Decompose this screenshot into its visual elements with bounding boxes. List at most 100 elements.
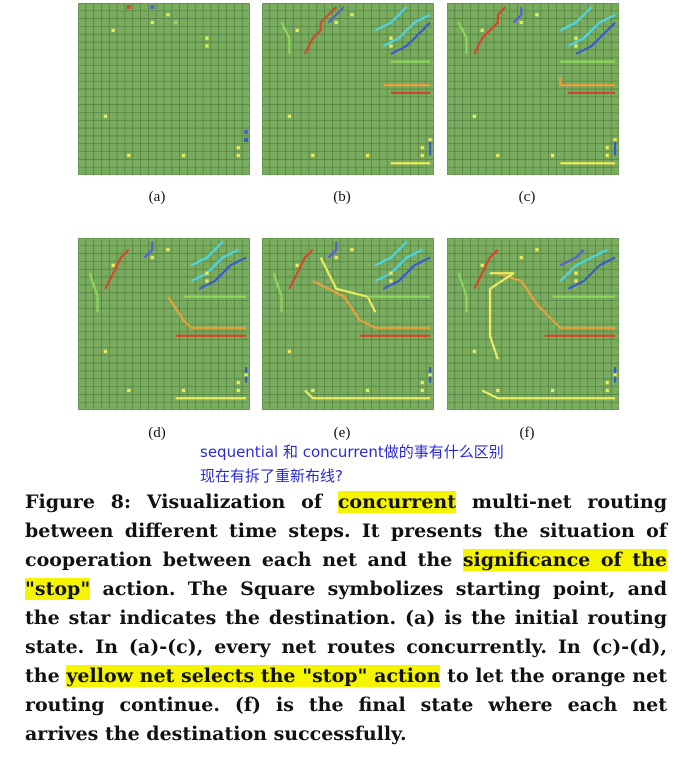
pin-marker <box>519 255 523 260</box>
pin-marker <box>111 28 115 32</box>
pin-marker <box>311 153 315 158</box>
subfigure-label-d: (d) <box>148 425 166 441</box>
panel-e <box>262 238 434 410</box>
routing-grid <box>447 3 619 175</box>
pin-marker <box>496 153 500 158</box>
routing-grid <box>78 3 250 175</box>
pin-marker <box>389 36 393 40</box>
pin-marker <box>605 146 609 150</box>
net-path-light-green <box>88 272 99 313</box>
net-path-cyan <box>374 241 408 267</box>
pin-marker <box>535 248 539 252</box>
pin-marker <box>550 388 555 393</box>
net-path-light-green <box>457 272 468 313</box>
pin-marker <box>496 388 500 393</box>
note-line-2: 现在有拆了重新布线? <box>200 467 343 485</box>
pin-marker <box>480 28 484 32</box>
start-marker-purple <box>244 130 249 134</box>
start-marker-blue <box>244 137 249 142</box>
pin-marker <box>365 388 370 393</box>
pin-marker <box>420 153 424 158</box>
pin-marker <box>365 153 370 158</box>
net-path-purple <box>327 241 338 259</box>
pin-marker <box>389 271 393 275</box>
pin-marker <box>150 255 154 260</box>
panel-a <box>78 3 250 175</box>
pin-marker <box>236 153 240 158</box>
pin-marker <box>420 381 424 385</box>
pin-marker <box>205 279 209 283</box>
pin-marker <box>205 36 209 40</box>
start-marker-purple <box>150 4 155 9</box>
net-path-cyan <box>190 241 224 267</box>
caption-part-2: multi-net routing between different time… <box>25 491 667 571</box>
net-path-light-green <box>280 22 291 54</box>
pin-marker <box>613 373 617 377</box>
net-path-cyan <box>559 6 593 32</box>
caption-part-4: to let the orange net routing continue. … <box>25 665 667 745</box>
start-marker-red <box>126 4 131 9</box>
panel-d <box>78 238 250 410</box>
pin-marker <box>535 13 539 17</box>
caption-part-3: action. The Square symbolizes starting p… <box>25 578 667 687</box>
pin-marker <box>150 20 154 25</box>
net-path-orange <box>166 296 247 330</box>
net-path-light-green <box>457 22 468 54</box>
caption-part-1: Figure 8: Visualization of <box>25 491 338 513</box>
net-path-red <box>104 248 130 290</box>
pin-marker <box>613 138 617 142</box>
net-path-blue <box>567 256 616 290</box>
net-path-red <box>473 6 507 55</box>
subfigure-label-b: (b) <box>333 189 351 205</box>
net-path-light-green <box>272 272 283 313</box>
pin-marker <box>389 44 393 48</box>
pin-marker <box>334 20 338 25</box>
net-path-orange <box>497 272 616 330</box>
pin-marker <box>166 248 170 252</box>
pin-marker <box>205 271 209 275</box>
pin-marker <box>605 153 609 158</box>
net-path-cyan <box>190 248 239 282</box>
pin-marker <box>574 44 578 48</box>
pin-marker <box>244 373 248 377</box>
pin-marker <box>420 388 424 393</box>
pin-marker <box>574 36 578 40</box>
net-path-yellow <box>481 389 616 400</box>
pin-marker <box>334 255 338 260</box>
net-path-yellow <box>304 389 431 400</box>
pin-marker <box>428 373 432 377</box>
pin-marker <box>605 381 609 385</box>
highlight-yellow-net-stop: yellow net selects the "stop" action <box>66 665 441 687</box>
pin-marker <box>311 388 315 393</box>
panel-f <box>447 238 619 410</box>
highlight-concurrent: concurrent <box>337 491 456 513</box>
pin-marker <box>287 114 291 118</box>
figure-caption: Figure 8: Visualization of concurrent mu… <box>25 488 667 749</box>
net-path-orange <box>559 77 616 87</box>
pin-marker <box>350 13 354 17</box>
panel-c <box>447 3 619 175</box>
net-path-purple <box>327 6 345 24</box>
pin-marker <box>103 114 107 118</box>
pin-marker <box>472 114 476 118</box>
pin-marker <box>428 138 432 142</box>
net-path-yellow <box>319 257 377 313</box>
pin-marker <box>236 146 240 150</box>
handwritten-note: sequential 和 concurrent做的事有什么区别 现在有拆了重新布… <box>200 440 540 488</box>
net-path-blue <box>198 256 247 290</box>
net-path-purple <box>559 248 585 267</box>
pin-marker <box>205 44 209 48</box>
subfigure-label-e: (e) <box>333 425 351 441</box>
pin-marker <box>420 146 424 150</box>
pin-marker <box>605 388 609 393</box>
start-marker-light-green <box>173 20 178 25</box>
net-path-blue <box>575 21 616 55</box>
pin-marker <box>574 279 578 283</box>
subfigure-label-a: (a) <box>148 189 166 205</box>
pin-marker <box>236 388 240 393</box>
pin-marker <box>111 263 115 267</box>
net-path-red <box>473 248 499 290</box>
pin-marker <box>295 28 299 32</box>
net-path-cyan <box>382 13 431 47</box>
pin-marker <box>550 153 555 158</box>
